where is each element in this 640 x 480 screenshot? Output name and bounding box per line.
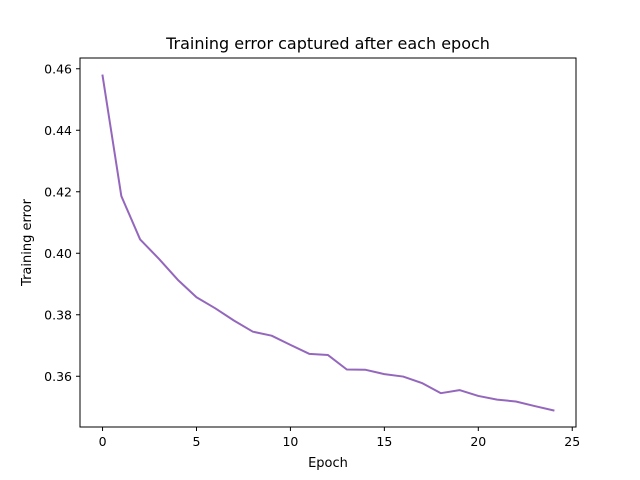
- series-line: [101, 74, 555, 412]
- series-layer: [101, 74, 555, 412]
- y-axis: 0.36 0.38 0.40 0.42 0.44 0.46: [44, 61, 80, 384]
- x-tick-label: 20: [470, 434, 486, 449]
- plot-frame: [79, 57, 577, 428]
- y-tick-label: 0.46: [44, 61, 72, 76]
- y-tick-label: 0.44: [44, 123, 72, 138]
- x-tick-label: 0: [99, 434, 107, 449]
- y-tick-label: 0.36: [44, 369, 72, 384]
- x-tick-label: 5: [193, 434, 201, 449]
- x-tick-label: 15: [376, 434, 392, 449]
- chart-title: Training error captured after each epoch: [165, 34, 490, 53]
- y-axis-label: Training error: [20, 198, 35, 287]
- x-tick-label: 25: [564, 434, 580, 449]
- plot-area: [80, 58, 576, 427]
- y-tick-label: 0.38: [44, 307, 72, 322]
- x-tick-label: 10: [282, 434, 298, 449]
- y-tick-label: 0.42: [44, 184, 72, 199]
- y-tick-label: 0.40: [44, 246, 72, 261]
- x-axis-label: Epoch: [308, 456, 348, 471]
- x-axis: 0 5 10 15 20 25: [99, 427, 580, 449]
